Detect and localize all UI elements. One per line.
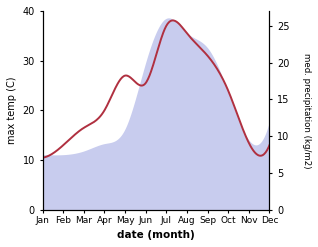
Y-axis label: max temp (C): max temp (C)	[7, 77, 17, 144]
X-axis label: date (month): date (month)	[117, 230, 195, 240]
Y-axis label: med. precipitation (kg/m2): med. precipitation (kg/m2)	[302, 53, 311, 168]
